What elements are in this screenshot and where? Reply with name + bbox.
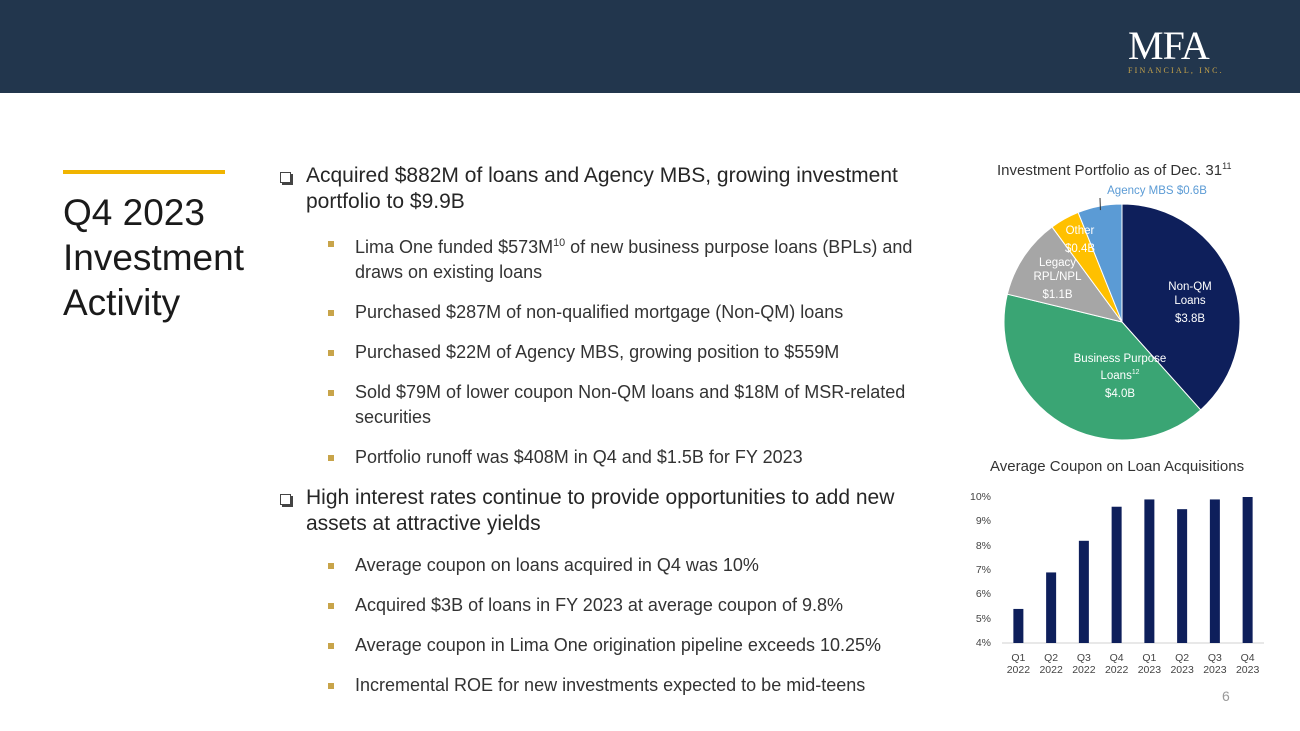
y-tick-label: 8% bbox=[975, 539, 991, 552]
footnote-mark: 10 bbox=[553, 237, 566, 249]
pie-slice bbox=[1006, 226, 1124, 323]
page-number: 6 bbox=[1222, 688, 1230, 704]
x-tick-label: Q4 2022 bbox=[1104, 652, 1129, 676]
category-label: Business Purpose Loans bbox=[1073, 353, 1167, 382]
x-tick-label: Q1 2023 bbox=[1137, 652, 1162, 676]
text: of new business purpose loans (BPLs) and… bbox=[355, 237, 913, 282]
sub-bullet: Incremental ROE for new investments expe… bbox=[280, 673, 945, 698]
x-tick-label: Q2 2022 bbox=[1039, 652, 1063, 676]
x-tick-label: Q3 2023 bbox=[1203, 652, 1227, 676]
sub-bullet: Purchased $22M of Agency MBS, growing po… bbox=[280, 340, 945, 365]
bar bbox=[1209, 499, 1220, 643]
slide-title: Q4 2023 Investment Activity bbox=[63, 192, 244, 323]
slice-label: Other $0.4B bbox=[1060, 224, 1100, 256]
pie-slice bbox=[1121, 203, 1241, 411]
slice-label: Business Purpose Loans12 $4.0B bbox=[1070, 352, 1170, 401]
bar bbox=[1046, 572, 1057, 643]
logo-subtitle: FINANCIAL, INC. bbox=[1128, 66, 1224, 75]
bar bbox=[1111, 506, 1122, 643]
footnote-mark: 12 bbox=[1131, 369, 1140, 376]
bar bbox=[1242, 497, 1253, 643]
category-label: Legacy RPL/NPL bbox=[1033, 257, 1082, 283]
category-label: Non-QM Loans bbox=[1168, 281, 1212, 307]
value-label: $3.8B bbox=[1174, 313, 1206, 325]
bullet: Acquired $882M of loans and Agency MBS, … bbox=[280, 163, 945, 215]
value-label: $0.6B bbox=[1176, 185, 1207, 197]
y-tick-label: 9% bbox=[975, 515, 991, 528]
title-text: Investment Portfolio as of Dec. 31 bbox=[997, 162, 1223, 179]
y-tick-label: 4% bbox=[975, 637, 991, 649]
slice-label: Non-QM Loans $3.8B bbox=[1160, 280, 1220, 326]
x-tick-label: Q2 2023 bbox=[1170, 652, 1194, 676]
x-tick-label: Q3 2022 bbox=[1072, 652, 1096, 676]
y-tick-label: 7% bbox=[975, 564, 991, 576]
slice-label: Legacy RPL/NPL $1.1B bbox=[1030, 256, 1085, 302]
sub-bullet: Acquired $3B of loans in FY 2023 at aver… bbox=[280, 593, 945, 618]
bar bbox=[1013, 608, 1024, 643]
sub-bullet: Average coupon in Lima One origination p… bbox=[280, 633, 945, 658]
bar bbox=[1078, 540, 1089, 643]
value-label: $4.0B bbox=[1104, 387, 1136, 400]
chart-title: Average Coupon on Loan Acquisitions bbox=[990, 458, 1245, 475]
logo: MFA bbox=[1128, 23, 1210, 68]
sub-bullet: Average coupon on loans acquired in Q4 w… bbox=[280, 553, 945, 578]
sub-bullet: Sold $79M of lower coupon Non-QM loans a… bbox=[280, 380, 945, 430]
x-tick-label: Q1 2022 bbox=[1006, 652, 1031, 676]
category-label: Other bbox=[1065, 225, 1095, 237]
value-label: $1.1B bbox=[1042, 289, 1073, 301]
bar bbox=[1144, 499, 1155, 643]
bar bbox=[1177, 509, 1188, 643]
footnote-mark: 11 bbox=[1222, 161, 1232, 171]
slice-label: Agency MBS $0.6B bbox=[1097, 184, 1217, 198]
text: Lima One funded $573M bbox=[355, 237, 554, 257]
accent-bar bbox=[63, 170, 225, 174]
sub-bullet: Portfolio runoff was $408M in Q4 and $1.… bbox=[280, 445, 945, 470]
chart-title: Investment Portfolio as of Dec. 3111 bbox=[997, 161, 1231, 179]
pie-slice bbox=[1077, 203, 1123, 323]
pie-slice bbox=[1003, 293, 1202, 441]
bullet-list: Acquired $882M of loans and Agency MBS, … bbox=[280, 163, 945, 713]
y-tick-label: 6% bbox=[975, 588, 991, 601]
sub-bullet: Lima One funded $573M10 of new business … bbox=[280, 231, 945, 285]
y-tick-label: 5% bbox=[975, 612, 991, 625]
category-label: Agency MBS bbox=[1107, 185, 1174, 197]
y-tick-label: 10% bbox=[969, 491, 991, 503]
bullet: High interest rates continue to provide … bbox=[280, 485, 945, 537]
x-tick-label: Q4 2023 bbox=[1235, 652, 1260, 676]
value-label: $0.4B bbox=[1064, 243, 1096, 255]
sub-bullet: Purchased $287M of non-qualified mortgag… bbox=[280, 300, 945, 325]
header-band bbox=[0, 0, 1300, 93]
